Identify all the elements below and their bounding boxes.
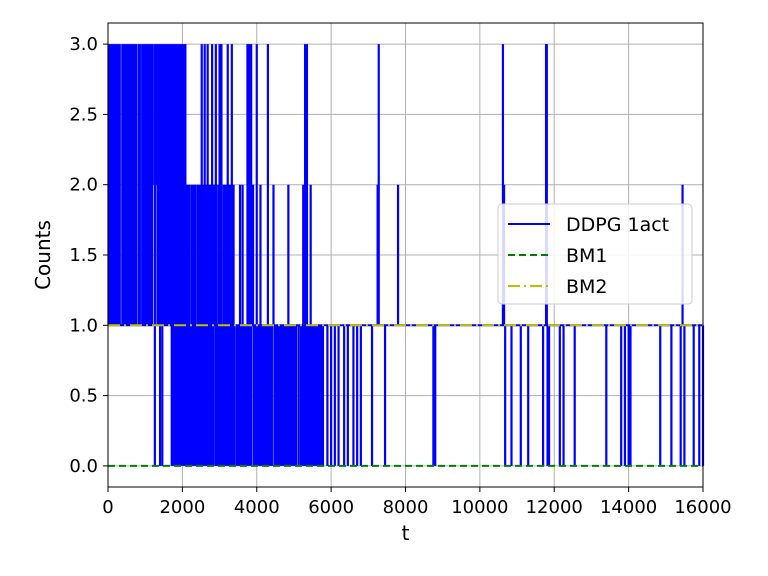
- x-axis-label: t: [402, 521, 410, 545]
- y-tick-label: 2.0: [69, 175, 98, 196]
- x-tick-label: 12000: [526, 497, 583, 518]
- y-tick-label: 0.5: [69, 386, 98, 407]
- x-tick-label: 0: [102, 497, 113, 518]
- legend-entry-bm2: BM2: [566, 276, 608, 298]
- legend: DDPG 1act BM1 BM2: [497, 203, 693, 305]
- y-axis-ticks: 0.0 0.5 1.0 1.5 2.0 2.5 3.0: [69, 34, 108, 477]
- series-ddpg-1act: [107, 44, 705, 466]
- y-tick-label: 3.0: [69, 34, 98, 55]
- y-tick-label: 2.5: [69, 104, 98, 125]
- x-tick-label: 14000: [600, 497, 657, 518]
- y-axis-label: Counts: [31, 220, 55, 290]
- legend-entry-ddpg-1act: DDPG 1act: [566, 214, 669, 236]
- legend-entry-bm1: BM1: [566, 245, 608, 267]
- y-tick-label: 1.5: [69, 245, 98, 266]
- x-tick-label: 4000: [234, 497, 280, 518]
- x-tick-label: 8000: [383, 497, 429, 518]
- x-axis-ticks: 0 2000 4000 6000 8000 10000 12000 14000 16000: [102, 487, 732, 518]
- x-tick-label: 10000: [451, 497, 508, 518]
- plot-area: [107, 44, 705, 467]
- y-tick-label: 0.0: [69, 456, 98, 477]
- y-tick-label: 1.0: [69, 315, 98, 336]
- legend-box: [497, 203, 693, 305]
- x-tick-label: 2000: [159, 497, 205, 518]
- x-tick-label: 16000: [674, 497, 731, 518]
- x-tick-label: 6000: [308, 497, 354, 518]
